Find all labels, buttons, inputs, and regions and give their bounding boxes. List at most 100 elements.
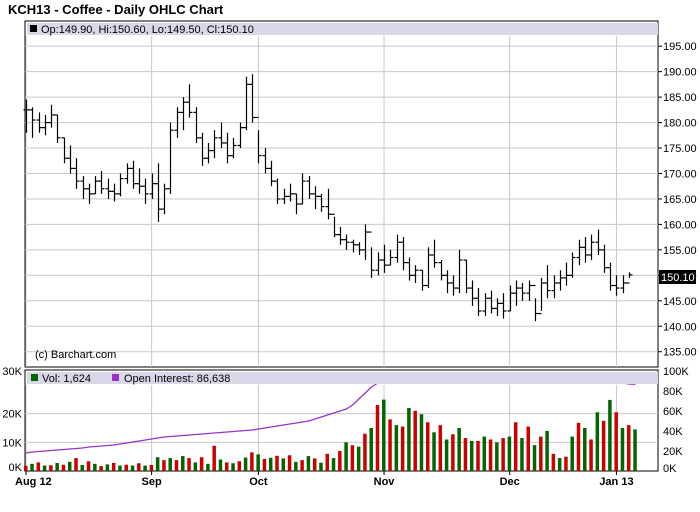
ohlc-bar bbox=[368, 231, 375, 278]
volume-bar bbox=[451, 434, 455, 471]
ohlc-bar bbox=[293, 193, 300, 215]
volume-bar bbox=[495, 442, 499, 471]
ohlc-bar bbox=[48, 104, 55, 128]
volume-bar bbox=[476, 440, 480, 471]
volume-tick-label: 0K bbox=[9, 462, 23, 474]
ohlc-bar bbox=[287, 183, 294, 202]
ohlc-bar bbox=[626, 272, 633, 284]
ohlc-bar bbox=[582, 237, 589, 263]
ohlc-bar bbox=[174, 107, 181, 138]
ohlc-bar bbox=[218, 122, 225, 149]
gridlines bbox=[25, 36, 658, 471]
ohlc-bar bbox=[526, 280, 533, 301]
price-legend-swatch bbox=[30, 25, 37, 32]
last-price-marker bbox=[659, 270, 696, 284]
volume-bar bbox=[601, 420, 606, 471]
ohlc-bar bbox=[438, 260, 445, 281]
ohlc-bar bbox=[343, 234, 350, 250]
ohlc-bar bbox=[431, 239, 438, 268]
ohlc-bar bbox=[551, 275, 558, 299]
price-tick-label: 135.00 bbox=[663, 347, 697, 359]
ohlc-bar bbox=[86, 183, 93, 205]
volume-bar bbox=[400, 426, 405, 471]
price-tick-label: 140.00 bbox=[663, 321, 697, 333]
volume-bar bbox=[231, 463, 235, 471]
ohlc-bar bbox=[350, 239, 357, 253]
volume-bar bbox=[218, 459, 223, 471]
volume-bar bbox=[294, 461, 298, 471]
ohlc-bar bbox=[620, 275, 627, 294]
volume-bar bbox=[250, 452, 254, 471]
volume-bar bbox=[61, 464, 66, 471]
ohlc-bar bbox=[482, 293, 489, 317]
ohlc-bar bbox=[456, 249, 463, 294]
ohlc-bar bbox=[538, 277, 545, 315]
volume-bar bbox=[444, 439, 449, 471]
oi-tick-label: 100K bbox=[663, 366, 689, 378]
ohlc-bar bbox=[362, 224, 369, 261]
volume-bar bbox=[199, 457, 204, 471]
volume-axis: 30K 20K 10K 0K 100K 80K 60K 40K 20K 0K bbox=[2, 366, 689, 475]
ohlc-bar bbox=[180, 97, 187, 131]
ohlc-bar bbox=[331, 213, 338, 238]
ohlc-bar bbox=[54, 114, 61, 143]
volume-bar bbox=[426, 422, 430, 471]
volume-bar bbox=[130, 465, 135, 471]
ohlc-bar bbox=[186, 84, 193, 118]
ohlc-bar bbox=[42, 114, 49, 136]
volume-bar bbox=[168, 458, 172, 471]
ohlc-bar bbox=[117, 173, 124, 197]
oi-tick-label: 60K bbox=[663, 406, 683, 418]
volume-bar bbox=[30, 463, 34, 471]
volume-bar bbox=[557, 458, 562, 471]
ohlc-bar bbox=[601, 244, 608, 273]
volume-bar bbox=[24, 465, 28, 471]
price-tick-label: 180.00 bbox=[663, 118, 697, 130]
volume-bar bbox=[36, 462, 41, 471]
volume-bar bbox=[363, 433, 367, 471]
volume-bar bbox=[187, 458, 191, 471]
ohlc-bar bbox=[419, 269, 426, 291]
volume-bar bbox=[438, 425, 443, 471]
volume-bar bbox=[394, 425, 399, 471]
date-tick-label: Oct bbox=[249, 476, 268, 488]
ohlc-bar bbox=[199, 132, 206, 166]
ohlc-bar bbox=[243, 76, 250, 131]
volume-bar bbox=[319, 462, 323, 471]
ohlc-bar bbox=[475, 288, 482, 317]
volume-bar bbox=[595, 412, 600, 471]
ohlc-bar bbox=[224, 132, 231, 164]
volume-bar bbox=[488, 439, 493, 471]
volume-bar bbox=[382, 399, 386, 471]
volume-bar bbox=[507, 436, 512, 471]
volume-bar bbox=[513, 422, 518, 471]
ohlc-bar bbox=[400, 237, 407, 271]
volume-bar bbox=[457, 428, 461, 471]
volume-bar bbox=[570, 436, 574, 471]
volume-bar bbox=[300, 460, 304, 471]
ohlc-bar bbox=[387, 249, 394, 266]
ohlc-bar bbox=[312, 186, 319, 210]
volume-bar bbox=[137, 463, 141, 471]
volume-bar bbox=[432, 432, 436, 471]
volume-bar bbox=[93, 463, 97, 471]
price-legend: Op:149.90, Hi:150.60, Lo:149.50, Cl:150.… bbox=[41, 24, 254, 36]
volume-bar bbox=[350, 445, 355, 471]
volume-bar bbox=[388, 419, 392, 471]
ohlc-bar bbox=[494, 298, 501, 317]
volume-bar bbox=[118, 465, 122, 471]
ohlc-bar bbox=[306, 176, 313, 199]
ohlc-bar bbox=[299, 173, 306, 205]
ohlc-bar bbox=[557, 270, 564, 291]
volume-bar bbox=[356, 446, 361, 471]
volume-bar bbox=[162, 460, 166, 471]
ohlc-bar bbox=[92, 176, 99, 195]
price-tick-label: 175.00 bbox=[663, 143, 697, 155]
volume-bar bbox=[262, 458, 267, 471]
ohlc-bar bbox=[588, 234, 595, 261]
ohlc-bar bbox=[262, 148, 269, 174]
ohlc-bar bbox=[249, 74, 256, 123]
volume-bar bbox=[55, 462, 59, 471]
price-tick-label: 145.00 bbox=[663, 296, 697, 308]
volume-legend: Vol: 1,624 bbox=[42, 373, 91, 385]
